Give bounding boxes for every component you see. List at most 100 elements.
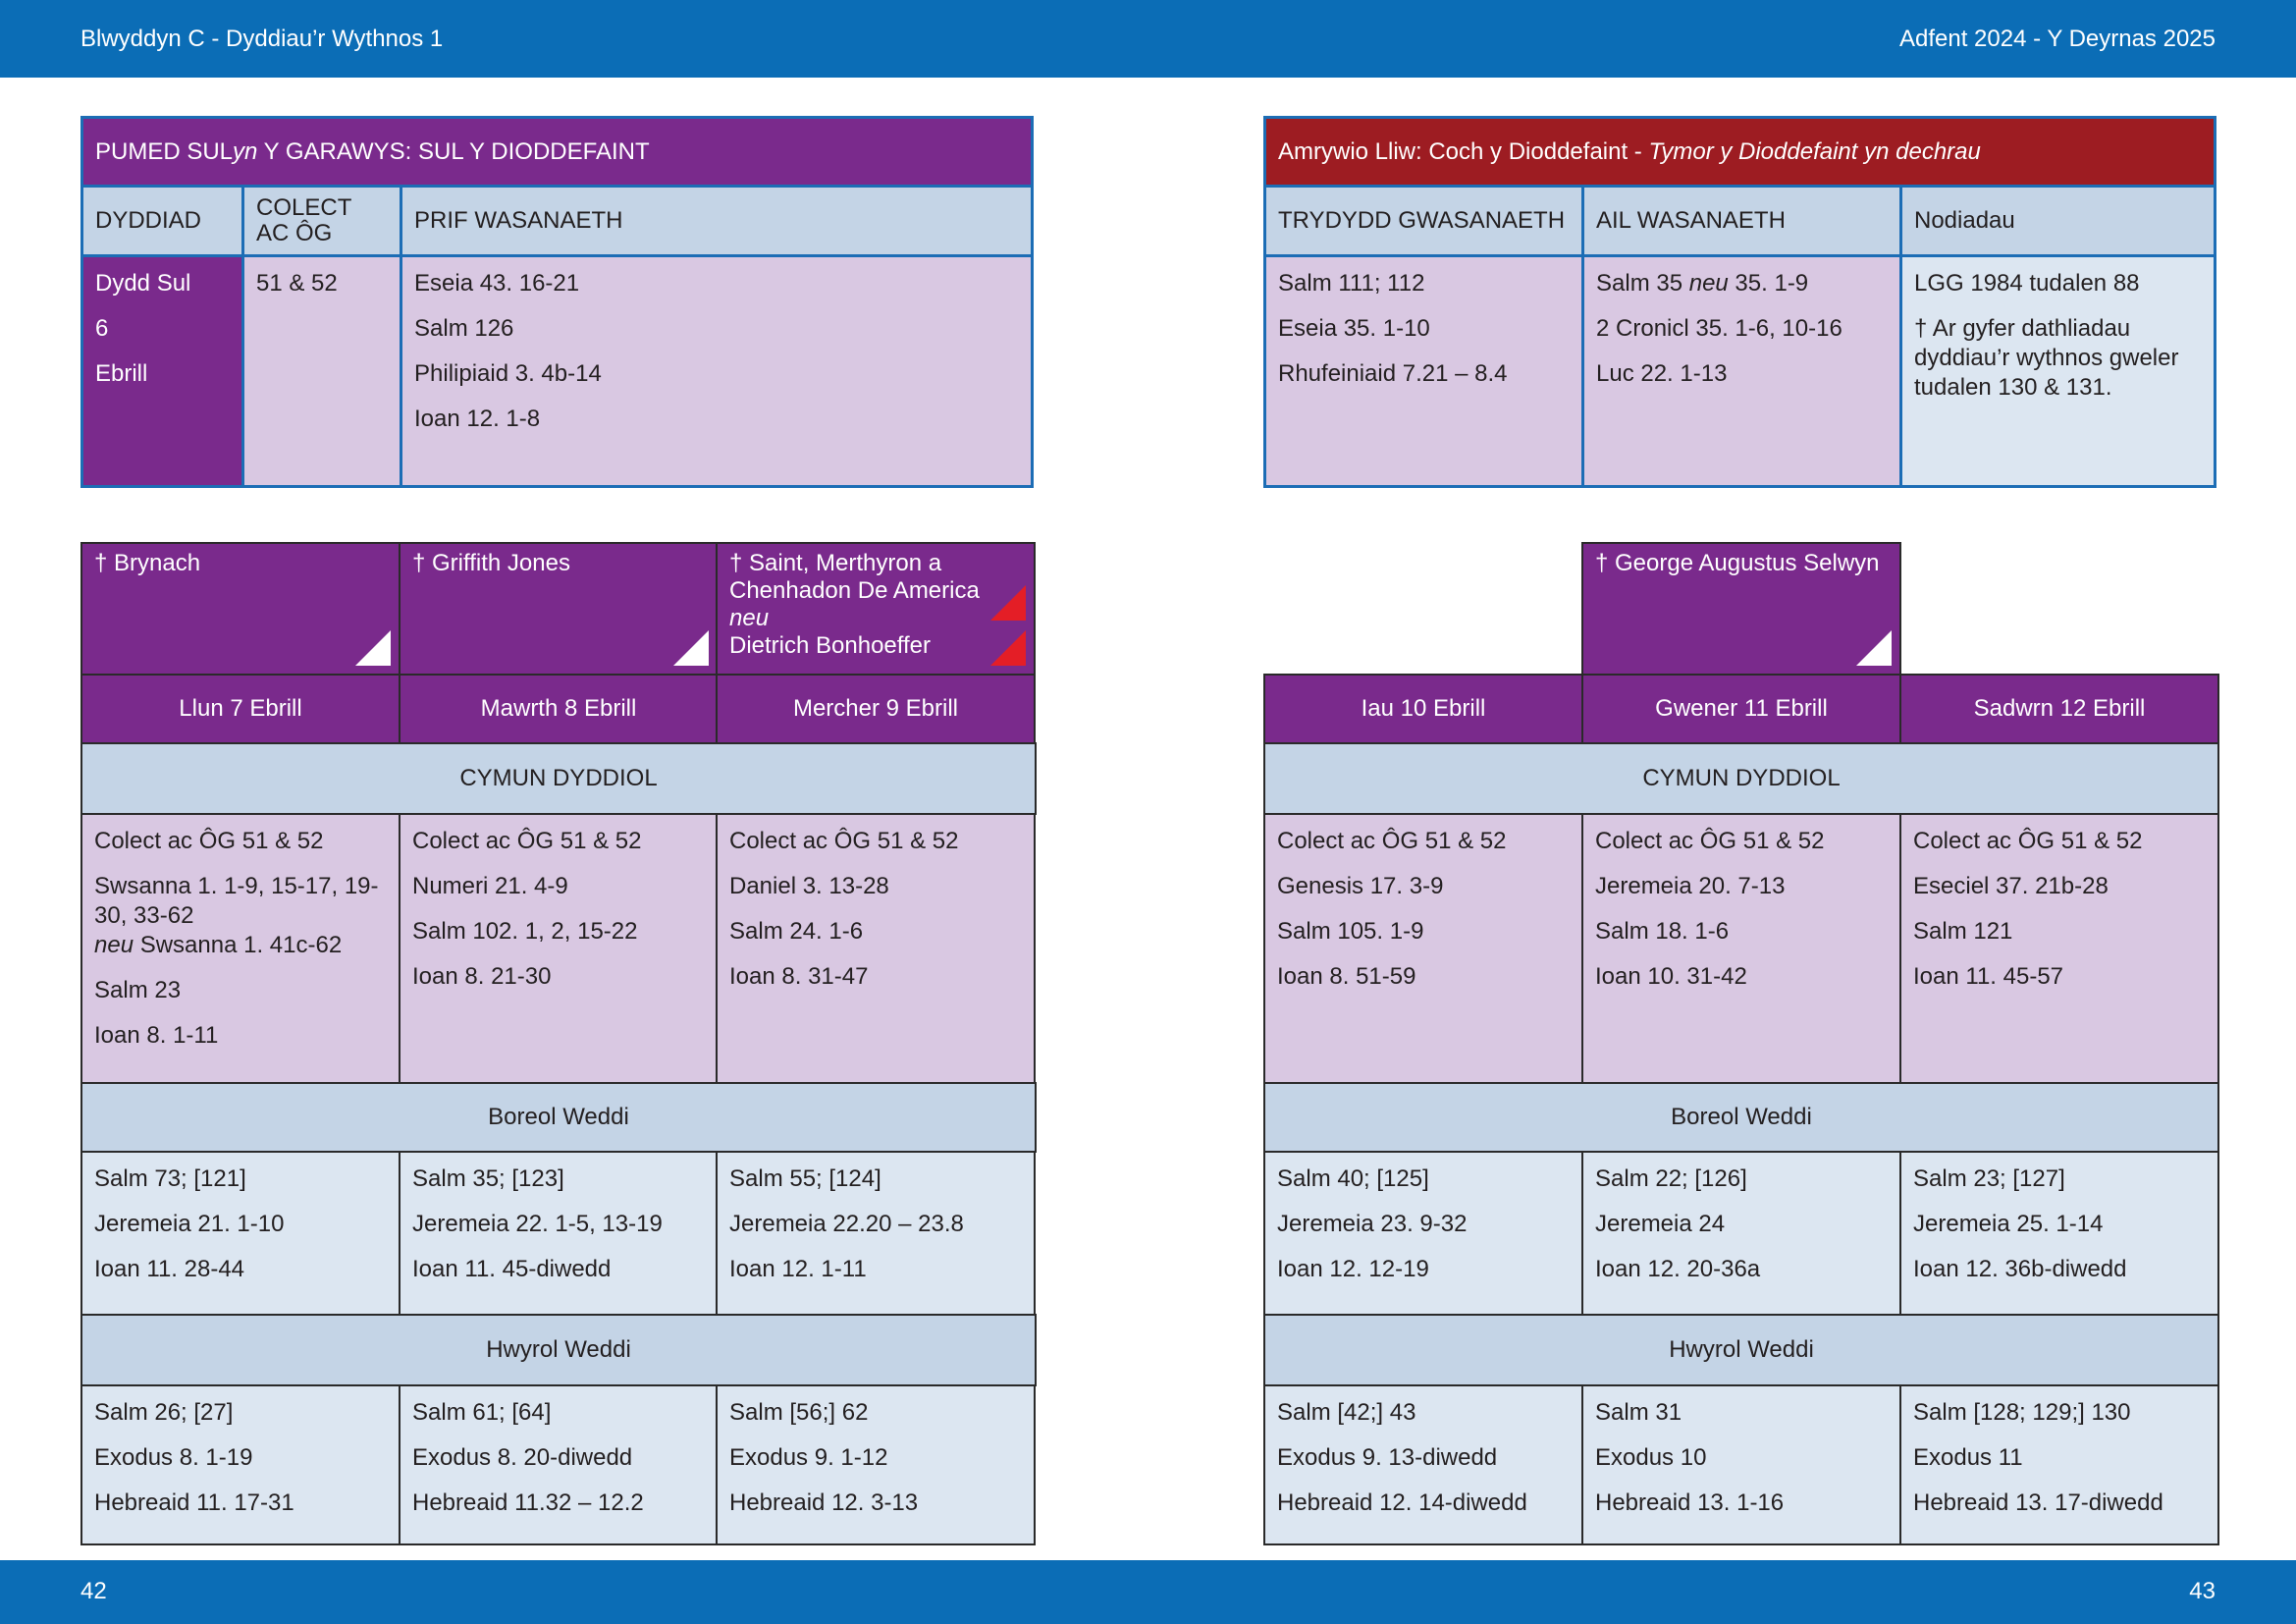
day-label: Mercher 9 Ebrill — [716, 674, 1036, 744]
reading: Ioan 12. 20-36a — [1595, 1256, 1761, 1282]
page-number-left: 42 — [80, 1578, 107, 1604]
cymun-readings: Colect ac ÔG 51 & 52 Jeremeia 20. 7-13 Sal… — [1581, 813, 1901, 1084]
reading-text: Salm 23 — [94, 977, 182, 1003]
header-notes: Nodiadau — [1899, 185, 2216, 257]
reading-text: Colect ac ÔG 51 & 52 — [1595, 828, 1825, 854]
hwyrol-readings: Salm [128; 129;] 130 Exodus 11 Hebreaid 13… — [1899, 1384, 2219, 1545]
reading: Salm 31 — [1595, 1399, 1682, 1426]
reading: Salm 35; [123] — [412, 1165, 564, 1192]
section-label: Hwyrol Weddi — [1669, 1336, 1814, 1363]
footer-bar: 42 43 — [0, 1560, 2296, 1624]
title-text: Y GARAWYS: SUL Y DIODDEFAINT — [257, 137, 650, 165]
reading: Exodus 11 — [1913, 1444, 2023, 1471]
reading: Colect ac ÔG 51 & 52 — [1595, 827, 1888, 856]
reading: Hebreaid 13. 1-16 — [1595, 1489, 1785, 1516]
reading: Colect ac ÔG 51 & 52 — [729, 827, 1022, 856]
reading: Philipiaid 3. 4b-14 — [414, 360, 602, 387]
header-collect: COLECT AC ÔG — [241, 185, 402, 257]
day-label-text: Iau 10 Ebrill — [1361, 695, 1486, 722]
reading-text: Jeremeia 20. 7-13 — [1595, 873, 1786, 899]
hwyrol-readings: Salm [42;] 43 Exodus 9. 13-diwedd Hebreaid… — [1263, 1384, 1583, 1545]
cymun-header: CYMUN DYDDIOL — [80, 742, 1037, 815]
day-label: Mawrth 8 Ebrill — [399, 674, 719, 744]
reading: Swsanna 1. 1-9, 15-17, 19-30, 33-62 neu S… — [94, 872, 387, 960]
boreol-readings: Salm 23; [127] Jeremeia 25. 1-14 Ioan 12. … — [1899, 1151, 2219, 1316]
page-number-right: 43 — [2189, 1578, 2216, 1604]
cymun-readings: Colect ac ÔG 51 & 52 Swsanna 1. 1-9, 15-1… — [80, 813, 400, 1084]
reading: Jeremeia 22. 1-5, 13-19 — [412, 1211, 663, 1237]
reading: Ioan 12. 1-11 — [729, 1256, 867, 1282]
saint-line: neu — [729, 605, 1022, 632]
section-label: Boreol Weddi — [1671, 1104, 1812, 1130]
reading: Colect ac ÔG 51 & 52 — [94, 827, 387, 856]
reading: Hebreaid 13. 17-diwedd — [1913, 1489, 2163, 1516]
reading-text: Colect ac ÔG 51 & 52 — [729, 828, 959, 854]
boreol-readings: Salm 55; [124] Jeremeia 22.20 – 23.8 Ioan … — [716, 1151, 1036, 1316]
boreol-readings: Salm 35; [123] Jeremeia 22. 1-5, 13-19 Ioa… — [399, 1151, 719, 1316]
reading: Eseia 35. 1-10 — [1278, 315, 1430, 342]
reading-text: Colect ac ÔG 51 & 52 — [1277, 828, 1507, 854]
note: LGG 1984 tudalen 88 — [1914, 270, 2140, 297]
title-text: PUMED SUL — [95, 137, 234, 165]
reading: Jeremeia 21. 1-10 — [94, 1211, 285, 1237]
reading-text: Numeri 21. 4-9 — [412, 873, 568, 899]
reading: Salm 105. 1-9 — [1277, 917, 1570, 947]
reading: Jeremeia 20. 7-13 — [1595, 872, 1888, 901]
header-third: TRYDYDD GWASANAETH — [1263, 185, 1584, 257]
reading-italic: neu — [1688, 270, 1729, 297]
collect-value: 51 & 52 — [256, 270, 338, 297]
cymun-readings: Colect ac ÔG 51 & 52 Eseciel 37. 21b-28 Sa… — [1899, 813, 2219, 1084]
reading: Daniel 3. 13-28 — [729, 872, 1022, 901]
cymun-readings: Colect ac ÔG 51 & 52 Numeri 21. 4-9 Salm 1… — [399, 813, 719, 1084]
section-label: CYMUN DYDDIOL — [459, 765, 658, 791]
date-line: Ebrill — [95, 360, 148, 387]
saint-italic: neu — [729, 605, 770, 631]
reading-text: Ioan 10. 31-42 — [1595, 963, 1747, 990]
cymun-readings: Colect ac ÔG 51 & 52 Genesis 17. 3-9 Salm … — [1263, 813, 1583, 1084]
saint-commemoration: † Brynach — [80, 542, 400, 676]
reading-text: Ioan 11. 45-57 — [1913, 963, 2064, 990]
section-label: Boreol Weddi — [488, 1104, 629, 1130]
reading: Ioan 12. 12-19 — [1277, 1256, 1429, 1282]
reading-text: Salm 102. 1, 2, 15-22 — [412, 918, 638, 945]
boreol-header: Boreol Weddi — [80, 1082, 1037, 1153]
reading: Salm 23 — [94, 976, 387, 1005]
reading: Salm 121 — [1913, 917, 2206, 947]
reading: Jeremeia 22.20 – 23.8 — [729, 1211, 964, 1237]
reading-text: Salm 121 — [1913, 918, 2013, 945]
reading-text: Swsanna 1. 41c-62 — [133, 932, 343, 958]
reading: Ioan 8. 1-11 — [94, 1021, 387, 1051]
reading: Ioan 12. 1-8 — [414, 406, 541, 432]
reading-text: Salm 105. 1-9 — [1277, 918, 1424, 945]
reading: Ioan 8. 21-30 — [412, 962, 705, 992]
header-dyddiad: DYDDIAD — [80, 185, 244, 257]
reading: Salm 102. 1, 2, 15-22 — [412, 917, 705, 947]
reading: Luc 22. 1-13 — [1596, 360, 1728, 387]
hwyrol-header: Hwyrol Weddi — [80, 1314, 1037, 1386]
hwyrol-readings: Salm [56;] 62 Exodus 9. 1-12 Hebreaid 12. … — [716, 1384, 1036, 1545]
saint-line: † Brynach — [94, 550, 387, 577]
reading-text: Salm 18. 1-6 — [1595, 918, 1730, 945]
reading: Exodus 8. 20-diwedd — [412, 1444, 633, 1471]
red-triangle-icon — [990, 585, 1026, 621]
header-left: Blwyddyn C - Dyddiau’r Wythnos 1 — [80, 26, 444, 52]
sunday-date: Dydd Sul 6 Ebrill — [80, 254, 244, 488]
colour-title: Amrywio Lliw: Coch y Dioddefaint - Tymor… — [1263, 116, 2216, 188]
saint-commemoration: † George Augustus Selwyn — [1581, 542, 1901, 676]
reading: Salm 111; 112 — [1278, 270, 1425, 297]
reading: Hebreaid 12. 3-13 — [729, 1489, 919, 1516]
hwyrol-readings: Salm 31 Exodus 10 Hebreaid 13. 1-16 — [1581, 1384, 1901, 1545]
reading: Rhufeiniaid 7.21 – 8.4 — [1278, 360, 1508, 387]
saint-line: Dietrich Bonhoeffer — [729, 632, 1022, 660]
reading: Salm 55; [124] — [729, 1165, 881, 1192]
reading: Hebreaid 11.32 – 12.2 — [412, 1489, 644, 1516]
hwyrol-readings: Salm 26; [27] Exodus 8. 1-19 Hebreaid 11. … — [80, 1384, 400, 1545]
reading-text: Ioan 8. 21-30 — [412, 963, 552, 990]
reading: Exodus 10 — [1595, 1444, 1707, 1471]
reading: Hebreaid 11. 17-31 — [94, 1489, 294, 1516]
reading: Hebreaid 12. 14-diwedd — [1277, 1489, 1527, 1516]
day-label: Sadwrn 12 Ebrill — [1899, 674, 2219, 744]
notes: LGG 1984 tudalen 88 † Ar gyfer dathliada… — [1899, 254, 2216, 488]
reading-text: Colect ac ÔG 51 & 52 — [1913, 828, 2143, 854]
reading-text: Genesis 17. 3-9 — [1277, 873, 1444, 899]
